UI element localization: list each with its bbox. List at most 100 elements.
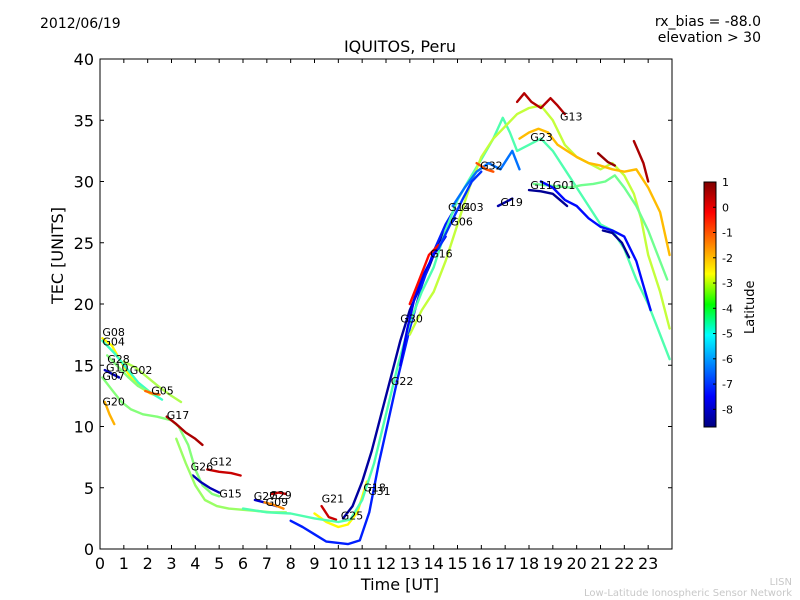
y-tick-label: 25: [74, 234, 94, 253]
satellite-label-G25: G25: [341, 510, 364, 523]
series-line-G24: [539, 180, 652, 312]
satellite-label-G17: G17: [167, 409, 190, 422]
satellite-label-G26: G26: [191, 461, 214, 474]
satellite-label-G06: G06: [450, 216, 473, 229]
satellite-label-G31: G31: [368, 485, 391, 498]
satellite-label-G02: G02: [130, 364, 153, 377]
satellite-label-G12: G12: [210, 456, 233, 469]
colorbar-tick-label: -5: [722, 328, 733, 341]
y-tick-label: 5: [84, 479, 94, 498]
satellite-label-G32: G32: [480, 159, 503, 172]
series-line-G02: [122, 360, 183, 404]
colorbar-tick-label: 0: [722, 201, 729, 214]
satellite-label-G19: G19: [500, 196, 523, 209]
series-line-G36: [632, 139, 650, 183]
series-line-G01: [532, 174, 669, 281]
x-tick-label: 3: [166, 554, 176, 573]
x-axis-label: Time [UT]: [360, 575, 440, 594]
x-tick-label: 6: [238, 554, 248, 573]
satellite-label-G23: G23: [530, 131, 553, 144]
satellite-label-G05: G05: [151, 385, 174, 398]
x-tick-label: 23: [638, 554, 658, 573]
series-line-G05: [144, 389, 161, 396]
series-line-G21: [320, 504, 338, 521]
series-line-G20: [103, 400, 116, 426]
x-tick-label: 12: [376, 554, 396, 573]
footer-brand: LISN: [769, 577, 792, 588]
axis-ticks: 0 1 2 3 4 5 6 7 8 9 10 11 12 13 14 15 16 17 18 19 20 21 22 2305…: [74, 50, 672, 573]
series-line-G23: [515, 92, 566, 116]
rx-bias-label: rx_bias = -88.0: [654, 14, 761, 30]
satellite-label-G01: G01: [553, 179, 576, 192]
date-label: 2012/06/19: [40, 16, 121, 32]
colorbar-ticks: 1 0 -1 -2 -3 -4 -5 -6 -7 -8: [713, 176, 733, 416]
series-line-G06: [437, 170, 483, 251]
y-tick-label: 35: [74, 111, 94, 130]
series-line-G32: [475, 161, 495, 173]
x-tick-label: 0: [95, 554, 105, 573]
series-line-G11: [527, 188, 569, 208]
x-tick-label: 21: [590, 554, 610, 573]
satellite-label-G22: G22: [391, 375, 414, 388]
y-tick-label: 40: [74, 50, 94, 69]
satellite-label-G11: G11: [530, 179, 553, 192]
satellite-label-G28: G28: [107, 353, 130, 366]
x-tick-label: 16: [471, 554, 491, 573]
series-line-G10: [103, 368, 121, 379]
series-line-G28: [105, 354, 149, 393]
y-tick-label: 10: [74, 418, 94, 437]
satellite-label-G21: G21: [322, 492, 345, 505]
satellite-label-G08: G08: [102, 326, 125, 339]
x-tick-label: 2: [143, 554, 153, 573]
x-tick-label: 18: [519, 554, 539, 573]
footer-network-name: Low-Latitude Ionospheric Sensor Network: [584, 588, 792, 599]
colorbar-tick-label: -4: [722, 302, 733, 315]
x-tick-label: 10: [328, 554, 348, 573]
satellite-label-G18: G18: [363, 481, 386, 494]
x-tick-label: 11: [352, 554, 372, 573]
x-tick-label: 13: [400, 554, 420, 573]
x-tick-label: 9: [309, 554, 319, 573]
colorbar-tick-label: -3: [722, 277, 733, 290]
series-line-G03: [451, 149, 521, 208]
x-tick-label: 15: [447, 554, 467, 573]
chart-title: IQUITOS, Peru: [343, 37, 457, 56]
series-line-G14: [408, 104, 671, 336]
plot-frame: [99, 58, 673, 550]
x-tick-label: 1: [119, 554, 129, 573]
satellite-label-G14: G14: [448, 201, 471, 214]
satellite-label-G09: G09: [266, 496, 289, 509]
y-tick-label: 20: [74, 295, 94, 314]
series-line-G16: [408, 243, 440, 306]
colorbar: [703, 181, 717, 428]
y-tick-label: 15: [74, 356, 94, 375]
colorbar-tick-label: -7: [722, 378, 733, 391]
x-tick-label: 17: [495, 554, 515, 573]
series-line-G35: [596, 152, 616, 167]
series-line-G09: [263, 501, 285, 510]
series-line-G30: [399, 235, 447, 367]
x-tick-label: 4: [190, 554, 200, 573]
series-layer: [101, 92, 671, 546]
satellite-label-G03: G03: [461, 201, 484, 214]
series-line-G12: [206, 468, 242, 477]
series-line-G19: [496, 197, 514, 208]
elevation-label: elevation > 30: [657, 30, 761, 46]
series-line-G13: [518, 127, 671, 257]
x-tick-label: 7: [262, 554, 272, 573]
satellite-label-G29: G29: [269, 489, 292, 502]
satellite-label-G07: G07: [102, 370, 125, 383]
satellite-label-G30: G30: [400, 312, 423, 325]
satellite-label-G10: G10: [106, 361, 129, 374]
satellite-label-G20: G20: [102, 396, 125, 409]
series-line-G22: [241, 116, 671, 524]
colorbar-tick-label: 1: [722, 176, 729, 189]
x-tick-label: 19: [543, 554, 563, 573]
series-line-G29: [270, 491, 288, 496]
series-line-G33: [601, 229, 631, 259]
colorbar-tick-label: -6: [722, 353, 733, 366]
x-tick-label: 14: [423, 554, 443, 573]
y-tick-label: 30: [74, 173, 94, 192]
satellite-label-G16: G16: [430, 247, 453, 260]
